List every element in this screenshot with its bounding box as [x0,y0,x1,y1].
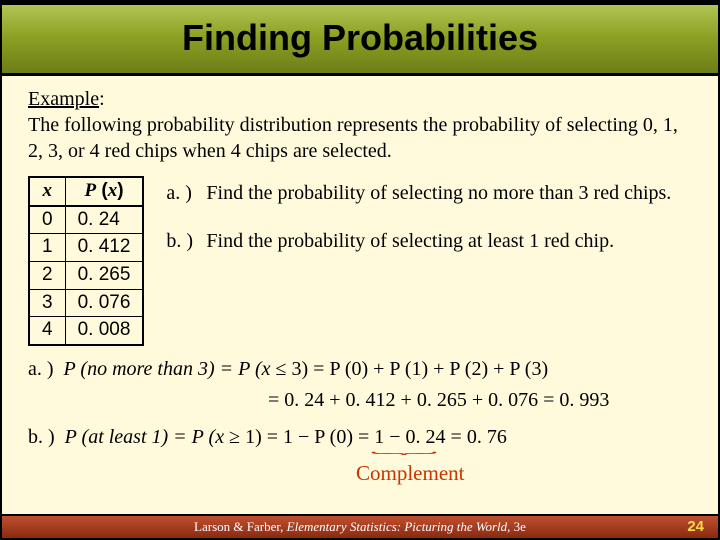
table-header-px: P (x) [65,177,143,206]
question-b: b. ) Find the probability of selecting a… [166,228,692,254]
table-row: 10. 412 [29,234,143,262]
question-b-label: b. ) [166,228,206,254]
page-title: Finding Probabilities [182,17,538,59]
title-bar: Finding Probabilities [2,2,718,76]
probability-table: x P (x) 00. 24 10. 412 20. 265 30. 076 4… [28,176,144,346]
table-row: 00. 24 [29,206,143,234]
solution-a-line2: = 0. 24 + 0. 412 + 0. 265 + 0. 076 = 0. … [28,385,692,416]
table-row: 30. 076 [29,289,143,317]
solution-a-line1: a. ) P (no more than 3) = P (x ≤ 3) = P … [28,354,692,385]
footer-citation: Larson & Farber, Elementary Statistics: … [194,519,526,535]
question-a-label: a. ) [166,180,206,206]
example-label-text: Example [28,88,99,110]
solutions: a. ) P (no more than 3) = P (x ≤ 3) = P … [2,346,718,453]
example-label: Example: [28,86,692,112]
solution-a: a. ) P (no more than 3) = P (x ≤ 3) = P … [28,354,692,416]
table-row: 20. 265 [29,262,143,290]
content-area: Example: The following probability distr… [2,76,718,346]
solution-b: b. ) P (at least 1) = P (x ≥ 1) = 1 − P … [28,422,692,453]
questions: a. ) Find the probability of selecting n… [166,176,692,276]
page-number: 24 [687,518,704,535]
question-a: a. ) Find the probability of selecting n… [166,180,692,206]
mid-row: x P (x) 00. 24 10. 412 20. 265 30. 076 4… [28,176,692,346]
question-a-text: Find the probability of selecting no mor… [206,180,692,206]
table-row: 40. 008 [29,317,143,345]
complement-label: Complement [356,457,465,490]
table-header-x: x [29,177,65,206]
example-description: The following probability distribution r… [28,112,692,164]
question-b-text: Find the probability of selecting at lea… [206,228,692,254]
footer: Larson & Farber, Elementary Statistics: … [2,514,718,538]
